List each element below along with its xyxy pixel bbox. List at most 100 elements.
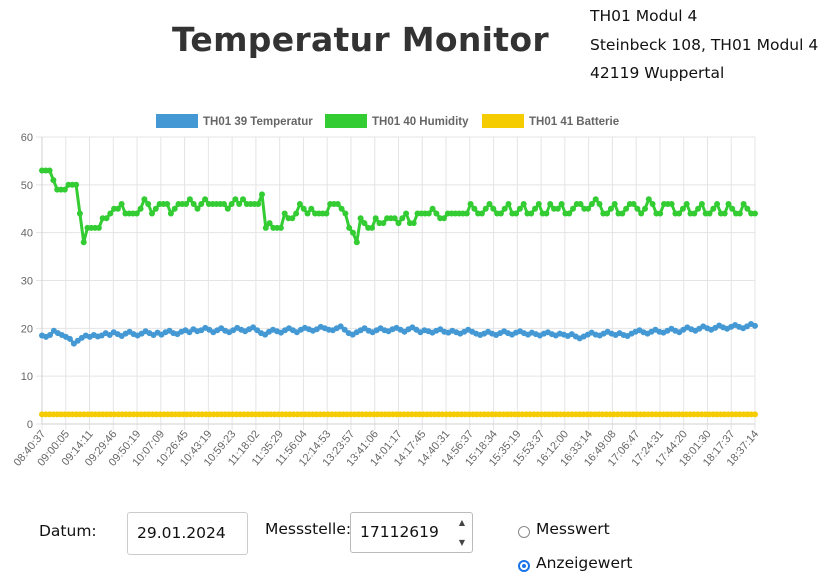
data-point <box>463 210 470 217</box>
data-point <box>752 411 758 418</box>
data-point <box>164 201 171 207</box>
y-tick-label: 40 <box>21 228 33 240</box>
data-point <box>623 205 630 212</box>
data-point <box>149 210 155 217</box>
data-point <box>630 201 637 207</box>
data-point <box>725 201 732 207</box>
data-point <box>471 205 478 212</box>
data-point <box>266 220 273 227</box>
data-point <box>695 205 702 212</box>
data-point <box>337 323 344 330</box>
data-point <box>171 205 178 212</box>
legend-swatch-1 <box>325 114 367 128</box>
caret-up-icon[interactable]: ▲ <box>458 518 466 527</box>
data-point <box>679 205 686 212</box>
messstelle-number-input[interactable]: 17112619 <box>350 512 473 553</box>
data-point <box>353 239 360 246</box>
data-point <box>425 210 432 217</box>
data-point <box>482 205 489 212</box>
data-point <box>403 210 410 217</box>
data-point <box>721 210 728 217</box>
data-point <box>194 205 201 212</box>
page-title: Temperatur Monitor <box>172 20 549 59</box>
radio-anzeigewert-label[interactable]: Anzeigewert <box>536 554 633 572</box>
data-point <box>380 220 387 227</box>
data-point <box>478 210 485 217</box>
radio-messwert[interactable] <box>518 526 530 538</box>
data-point <box>399 215 406 222</box>
data-point <box>543 210 550 217</box>
line-chart: TH01 39 Temperatur TH01 40 Humidity TH01 4… <box>12 114 761 469</box>
caret-down-icon[interactable]: ▼ <box>458 538 466 547</box>
data-point <box>668 201 675 207</box>
data-point <box>607 205 614 212</box>
data-point <box>221 201 227 207</box>
data-point <box>133 210 140 217</box>
legend-label-0: TH01 39 Temperatur <box>203 116 313 128</box>
data-point <box>323 210 330 217</box>
data-point <box>558 201 565 207</box>
data-point <box>433 210 440 217</box>
legend-swatch-0 <box>156 114 198 128</box>
data-point <box>642 205 648 212</box>
data-point <box>467 201 474 207</box>
data-point <box>683 201 690 207</box>
data-point <box>588 201 595 207</box>
data-point <box>47 332 53 338</box>
data-point <box>744 205 751 212</box>
data-point <box>497 210 504 217</box>
address-block: TH01 Modul 4 Steinbeck 108, TH01 Modul 4… <box>590 2 818 88</box>
data-point <box>350 229 356 236</box>
data-point <box>346 224 353 231</box>
data-point <box>513 210 520 217</box>
radio-messwert-label[interactable]: Messwert <box>536 520 610 538</box>
data-point <box>289 215 296 222</box>
data-point <box>236 201 243 207</box>
data-point <box>357 215 364 222</box>
y-tick-label: 0 <box>27 419 33 431</box>
date-input[interactable]: 29.01.2024 <box>127 512 248 555</box>
data-point <box>183 201 190 207</box>
data-point <box>334 201 341 207</box>
data-point <box>152 205 159 212</box>
data-point <box>46 167 53 174</box>
data-point <box>224 205 231 212</box>
data-point <box>505 201 512 207</box>
data-point <box>645 196 652 203</box>
data-point <box>676 210 683 217</box>
y-tick-label: 20 <box>21 323 33 335</box>
data-point <box>76 210 83 217</box>
y-tick-label: 60 <box>21 132 33 144</box>
legend-swatch-2 <box>482 114 524 128</box>
data-point <box>228 201 235 207</box>
data-point <box>554 205 561 212</box>
data-point <box>338 205 345 212</box>
data-point <box>308 205 315 212</box>
data-point <box>429 205 436 212</box>
data-point <box>486 201 493 207</box>
data-point <box>566 210 573 217</box>
data-point <box>80 239 87 246</box>
radio-anzeigewert[interactable] <box>518 560 530 572</box>
data-point <box>752 210 758 217</box>
data-point <box>604 210 611 217</box>
data-point <box>585 205 592 212</box>
data-point <box>304 210 311 217</box>
y-tick-label: 10 <box>21 371 33 383</box>
data-point <box>520 201 527 207</box>
data-point <box>706 210 713 217</box>
data-point <box>516 205 523 212</box>
data-point <box>186 196 193 203</box>
data-point <box>714 201 721 207</box>
data-point <box>342 210 349 217</box>
data-point <box>547 201 554 207</box>
address-line-1: TH01 Modul 4 <box>590 7 698 25</box>
data-point <box>691 210 698 217</box>
data-point <box>372 215 379 222</box>
data-point <box>66 335 73 342</box>
data-point <box>232 196 239 203</box>
legend-label-1: TH01 40 Humidity <box>372 116 469 128</box>
data-point <box>698 201 705 207</box>
data-point <box>535 201 542 207</box>
data-point <box>532 205 538 212</box>
